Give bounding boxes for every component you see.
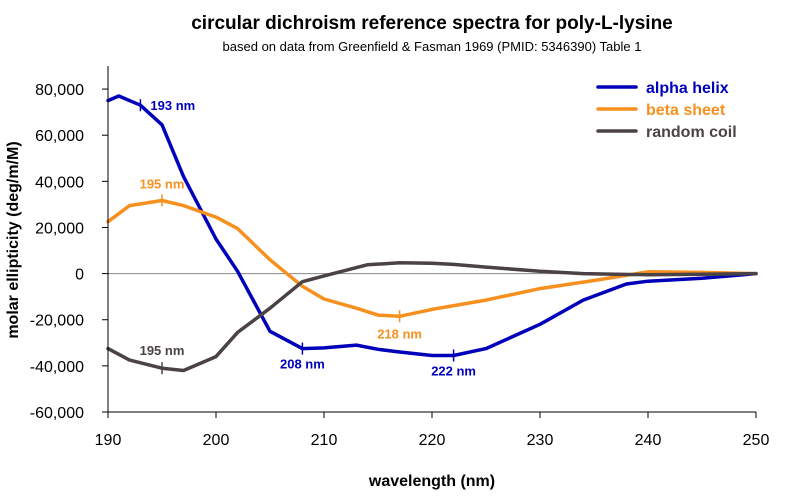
y-tick-label: 80,000 — [35, 82, 84, 99]
chart-title: circular dichroism reference spectra for… — [191, 13, 673, 34]
y-axis-title: molar ellipticity (deg/m/M) — [5, 141, 22, 338]
series-layer — [106, 94, 758, 373]
x-tick-label: 250 — [743, 432, 770, 449]
x-tick-label: 210 — [311, 432, 338, 449]
y-tick-label: 20,000 — [35, 220, 84, 237]
y-tick-label: 60,000 — [35, 128, 84, 145]
peak-label: 222 nm — [431, 363, 476, 378]
marker-layer — [139, 99, 455, 375]
x-axis: 190 200 210 220 230 240 250 — [95, 411, 770, 449]
x-tick-label: 220 — [419, 432, 446, 449]
series-line-random-coil — [106, 261, 758, 373]
legend-label-alpha-helix: alpha helix — [646, 80, 729, 97]
annotation-layer: 193 nm 208 nm 222 nm 195 nm 218 nm 195 nm — [140, 98, 476, 378]
legend-label-random-coil: random coil — [646, 124, 737, 141]
y-axis: -60,000 -40,000 -20,000 0 20,000 40,000 60,000… — [30, 66, 109, 422]
peak-label: 208 nm — [280, 357, 325, 372]
peak-label: 195 nm — [140, 343, 185, 358]
x-tick-label: 230 — [527, 432, 554, 449]
y-tick-label: -40,000 — [30, 359, 84, 376]
y-tick-label: 0 — [75, 267, 84, 284]
peak-label: 195 nm — [140, 176, 185, 191]
plot-area: 193 nm 208 nm 222 nm 195 nm 218 nm 195 nm — [106, 94, 758, 378]
legend: alpha helix beta sheet random coil — [596, 80, 737, 141]
x-tick-label: 190 — [95, 432, 122, 449]
x-axis-title: wavelength (nm) — [368, 473, 495, 490]
chart-subtitle: based on data from Greenfield & Fasman 1… — [223, 39, 642, 54]
series-line-beta-sheet — [106, 198, 758, 319]
legend-label-beta-sheet: beta sheet — [646, 102, 726, 119]
peak-label: 218 nm — [377, 326, 422, 341]
y-tick-label: -20,000 — [30, 313, 84, 330]
x-tick-label: 200 — [203, 432, 230, 449]
series-line-alpha-helix — [106, 94, 758, 358]
y-tick-label: -60,000 — [30, 405, 84, 422]
y-tick-label: 40,000 — [35, 174, 84, 191]
x-tick-label: 240 — [635, 432, 662, 449]
peak-label: 193 nm — [150, 98, 195, 113]
